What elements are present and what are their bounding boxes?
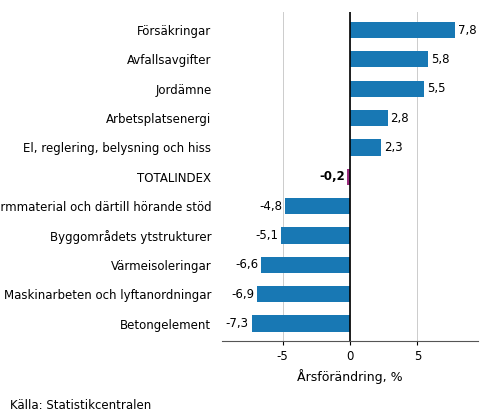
Bar — [281, 228, 350, 243]
Bar — [350, 139, 381, 156]
Bar — [285, 198, 350, 214]
Text: -6,9: -6,9 — [231, 288, 254, 301]
Text: 7,8: 7,8 — [458, 24, 477, 37]
Text: 5,8: 5,8 — [431, 53, 450, 66]
Text: -5,1: -5,1 — [255, 229, 279, 242]
Bar — [350, 51, 428, 67]
Text: 5,5: 5,5 — [427, 82, 446, 95]
Bar — [251, 315, 350, 332]
Bar — [261, 257, 350, 273]
Text: 2,8: 2,8 — [390, 111, 409, 125]
Text: 2,3: 2,3 — [384, 141, 402, 154]
Bar — [350, 22, 455, 38]
Text: Källa: Statistikcentralen: Källa: Statistikcentralen — [10, 399, 151, 412]
Bar — [348, 169, 350, 185]
Bar — [350, 81, 424, 97]
Text: -7,3: -7,3 — [226, 317, 249, 330]
Text: -6,6: -6,6 — [235, 258, 258, 271]
Text: -0,2: -0,2 — [319, 170, 345, 183]
Bar — [350, 110, 388, 126]
Bar — [257, 286, 350, 302]
Text: -4,8: -4,8 — [260, 200, 282, 213]
X-axis label: Årsförändring, %: Årsförändring, % — [297, 369, 403, 384]
